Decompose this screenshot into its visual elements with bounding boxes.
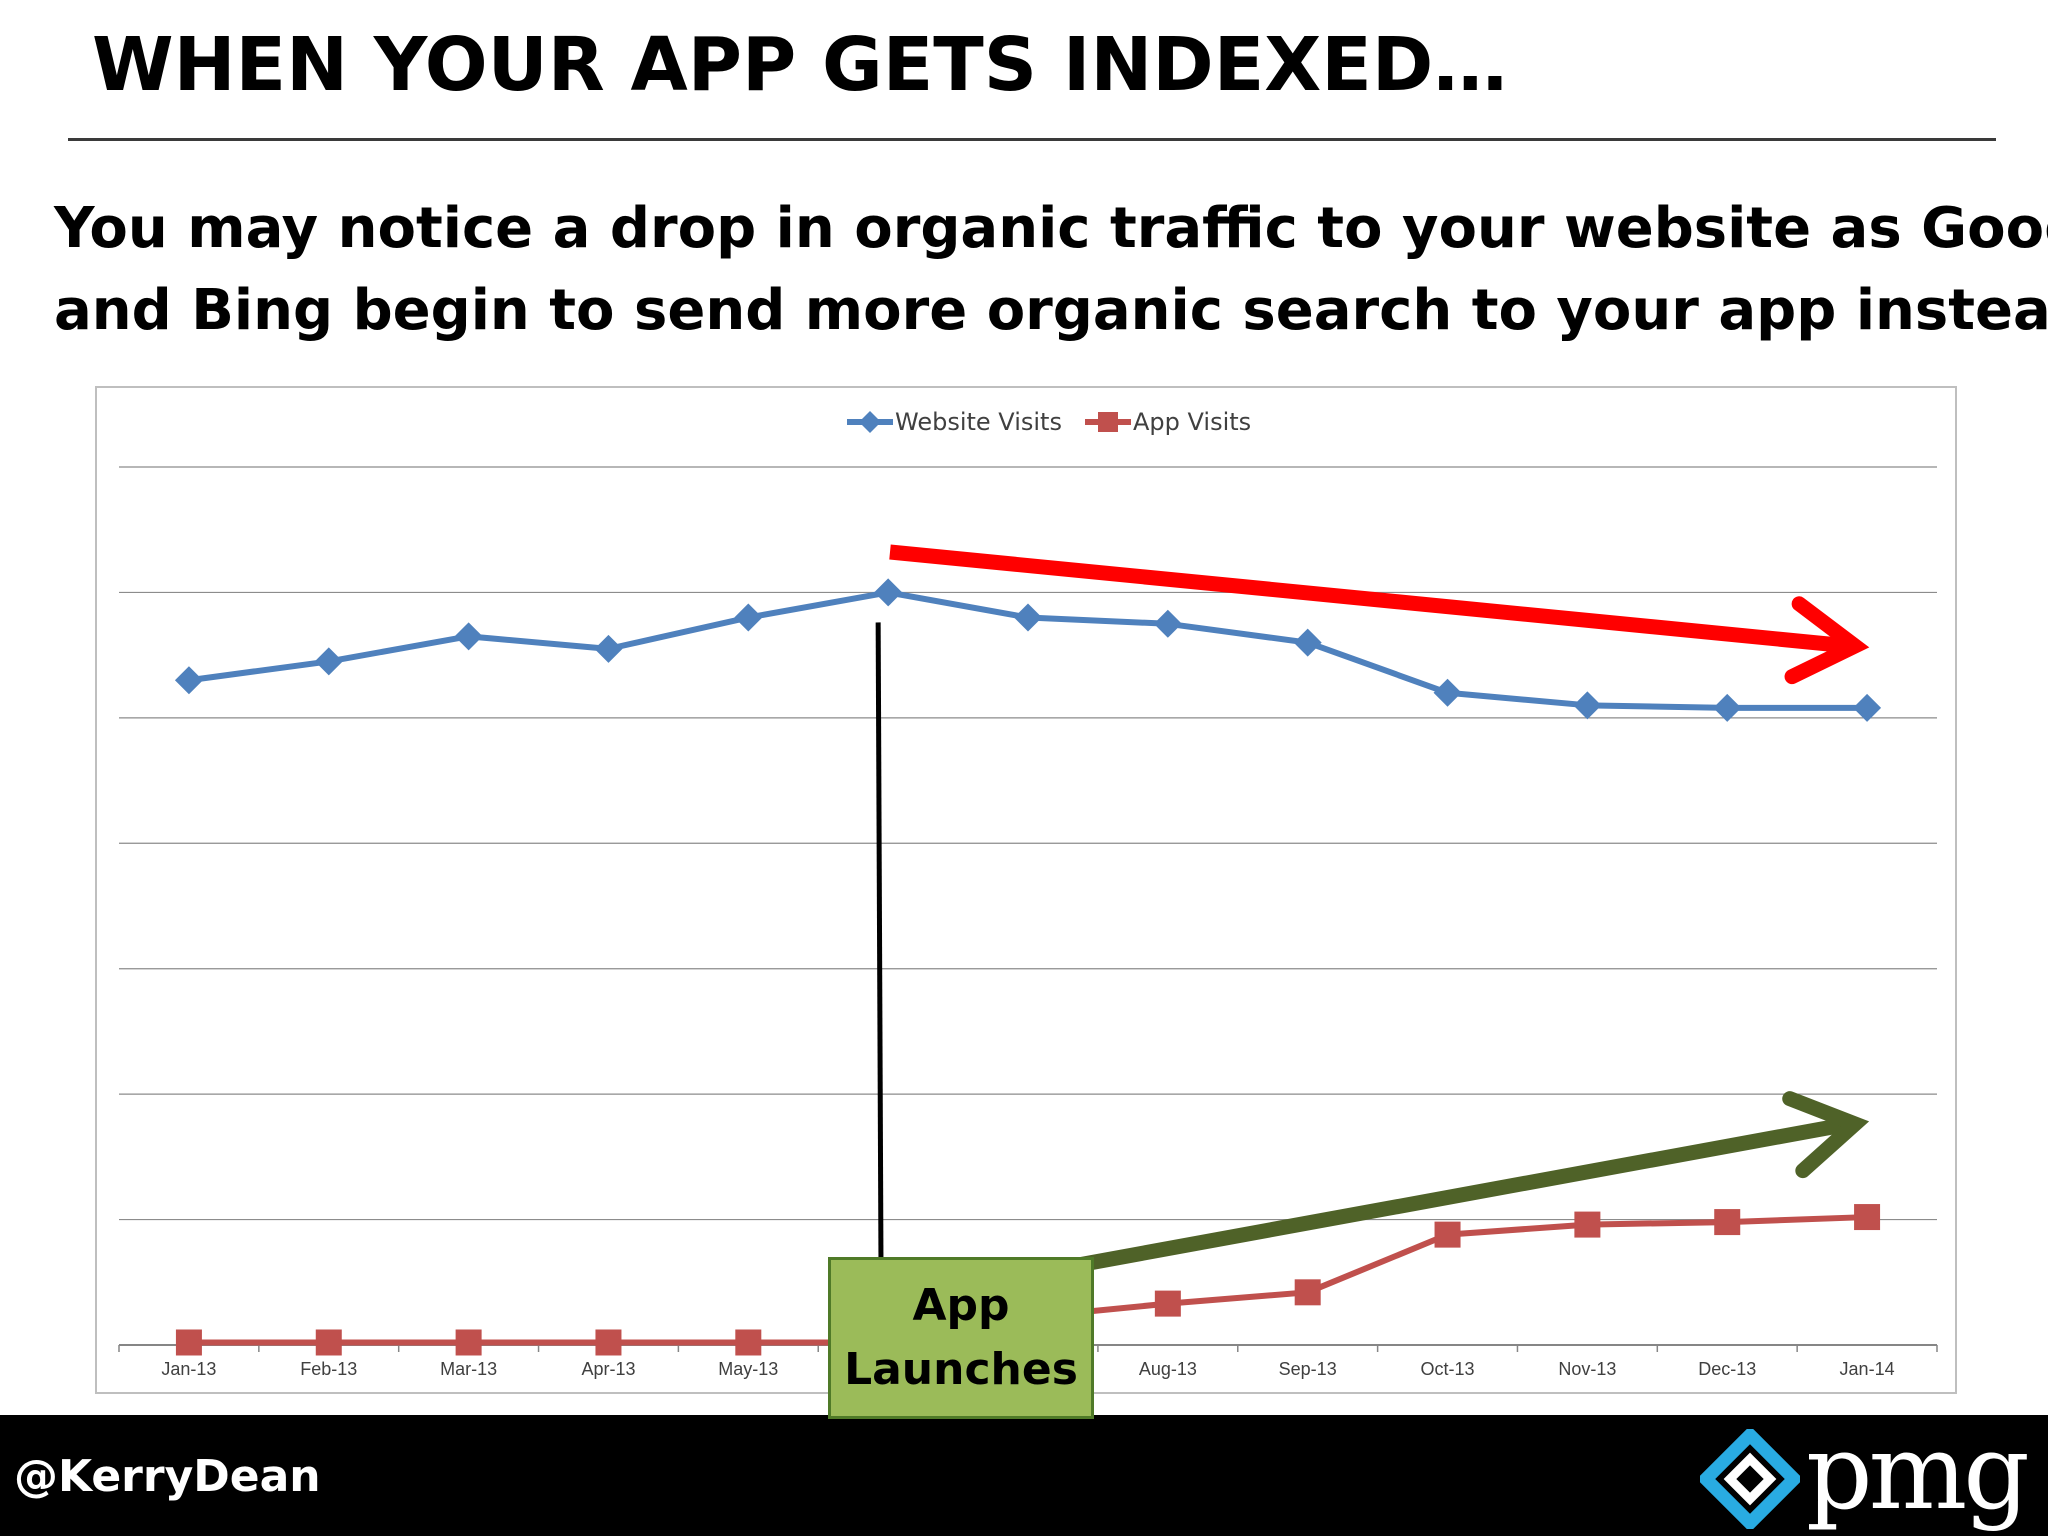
app-growth-arrow-head [1782, 1091, 1870, 1179]
website-visits-point [1014, 603, 1042, 632]
x-tick-label: Nov-13 [1558, 1359, 1616, 1379]
pmg-logo-icon [1700, 1429, 1800, 1529]
x-tick-label: Aug-13 [1139, 1359, 1197, 1379]
website-visits-point [174, 666, 203, 695]
twitter-handle: @KerryDean [14, 1451, 321, 1502]
legend-marker [1098, 412, 1118, 432]
website-visits-point [874, 578, 903, 607]
x-tick-label: Dec-13 [1698, 1359, 1756, 1379]
app-visits-point [1574, 1211, 1601, 1238]
x-tick-label: Mar-13 [440, 1359, 497, 1379]
x-tick-label: Jan-13 [161, 1359, 216, 1379]
website-decline-arrow [889, 544, 1850, 654]
website-visits-point [1433, 678, 1462, 707]
app-visits-point [735, 1329, 762, 1356]
website-visits-point [1573, 691, 1602, 720]
x-tick-label: Oct-13 [1421, 1359, 1475, 1379]
website-visits-point [594, 634, 623, 663]
callout-line-2: Launches [844, 1344, 1078, 1395]
x-tick-label: May-13 [718, 1359, 778, 1379]
app-visits-point [1154, 1290, 1181, 1317]
chart-area: Jan-13Feb-13Mar-13Apr-13May-13Jun-13Jul-… [95, 386, 1957, 1419]
x-tick-label: Jan-14 [1840, 1359, 1895, 1379]
x-tick-label: Sep-13 [1279, 1359, 1337, 1379]
website-visits-point [1853, 693, 1882, 722]
pmg-logo-text: pmg [1806, 1411, 2030, 1533]
app-visits-point [595, 1329, 622, 1356]
x-tick-label: Feb-13 [300, 1359, 357, 1379]
app-visits-point [1854, 1204, 1881, 1231]
app-visits-point [1714, 1209, 1741, 1236]
app-visits-point [315, 1329, 342, 1356]
slide-subtitle: You may notice a drop in organic traffic… [54, 188, 2048, 352]
website-visits-point [1293, 628, 1322, 657]
app-visits-point [455, 1329, 482, 1356]
legend-label: Website Visits [895, 408, 1062, 436]
website-decline-arrow-head [1784, 596, 1870, 685]
legend-marker [859, 411, 881, 433]
website-visits-point [454, 622, 483, 651]
app-visits-point [175, 1329, 202, 1356]
app-visits-point [1294, 1279, 1321, 1306]
callout-line-1: App [912, 1280, 1010, 1331]
subtitle-line-1: You may notice a drop in organic traffic… [54, 196, 2048, 261]
app-launch-line [875, 622, 884, 1306]
subtitle-line-2: and Bing begin to send more organic sear… [54, 278, 2048, 343]
x-tick-label: Apr-13 [581, 1359, 635, 1379]
website-visits-point [1153, 609, 1182, 638]
website-visits-point [314, 647, 343, 676]
line-chart: Jan-13Feb-13Mar-13Apr-13May-13Jun-13Jul-… [118, 408, 1938, 1379]
pmg-logo: pmg [1700, 1411, 2030, 1533]
app-visits-point [1434, 1221, 1461, 1248]
website-visits-point [1713, 693, 1742, 722]
website-visits-point [734, 603, 763, 632]
slide-title: WHEN YOUR APP GETS INDEXED… [92, 22, 1508, 108]
legend-label: App Visits [1133, 408, 1251, 436]
title-divider [68, 138, 1996, 141]
footer-bar: @KerryDean pmg [0, 1411, 2048, 1536]
app-launch-callout: App Launches [828, 1257, 1094, 1419]
